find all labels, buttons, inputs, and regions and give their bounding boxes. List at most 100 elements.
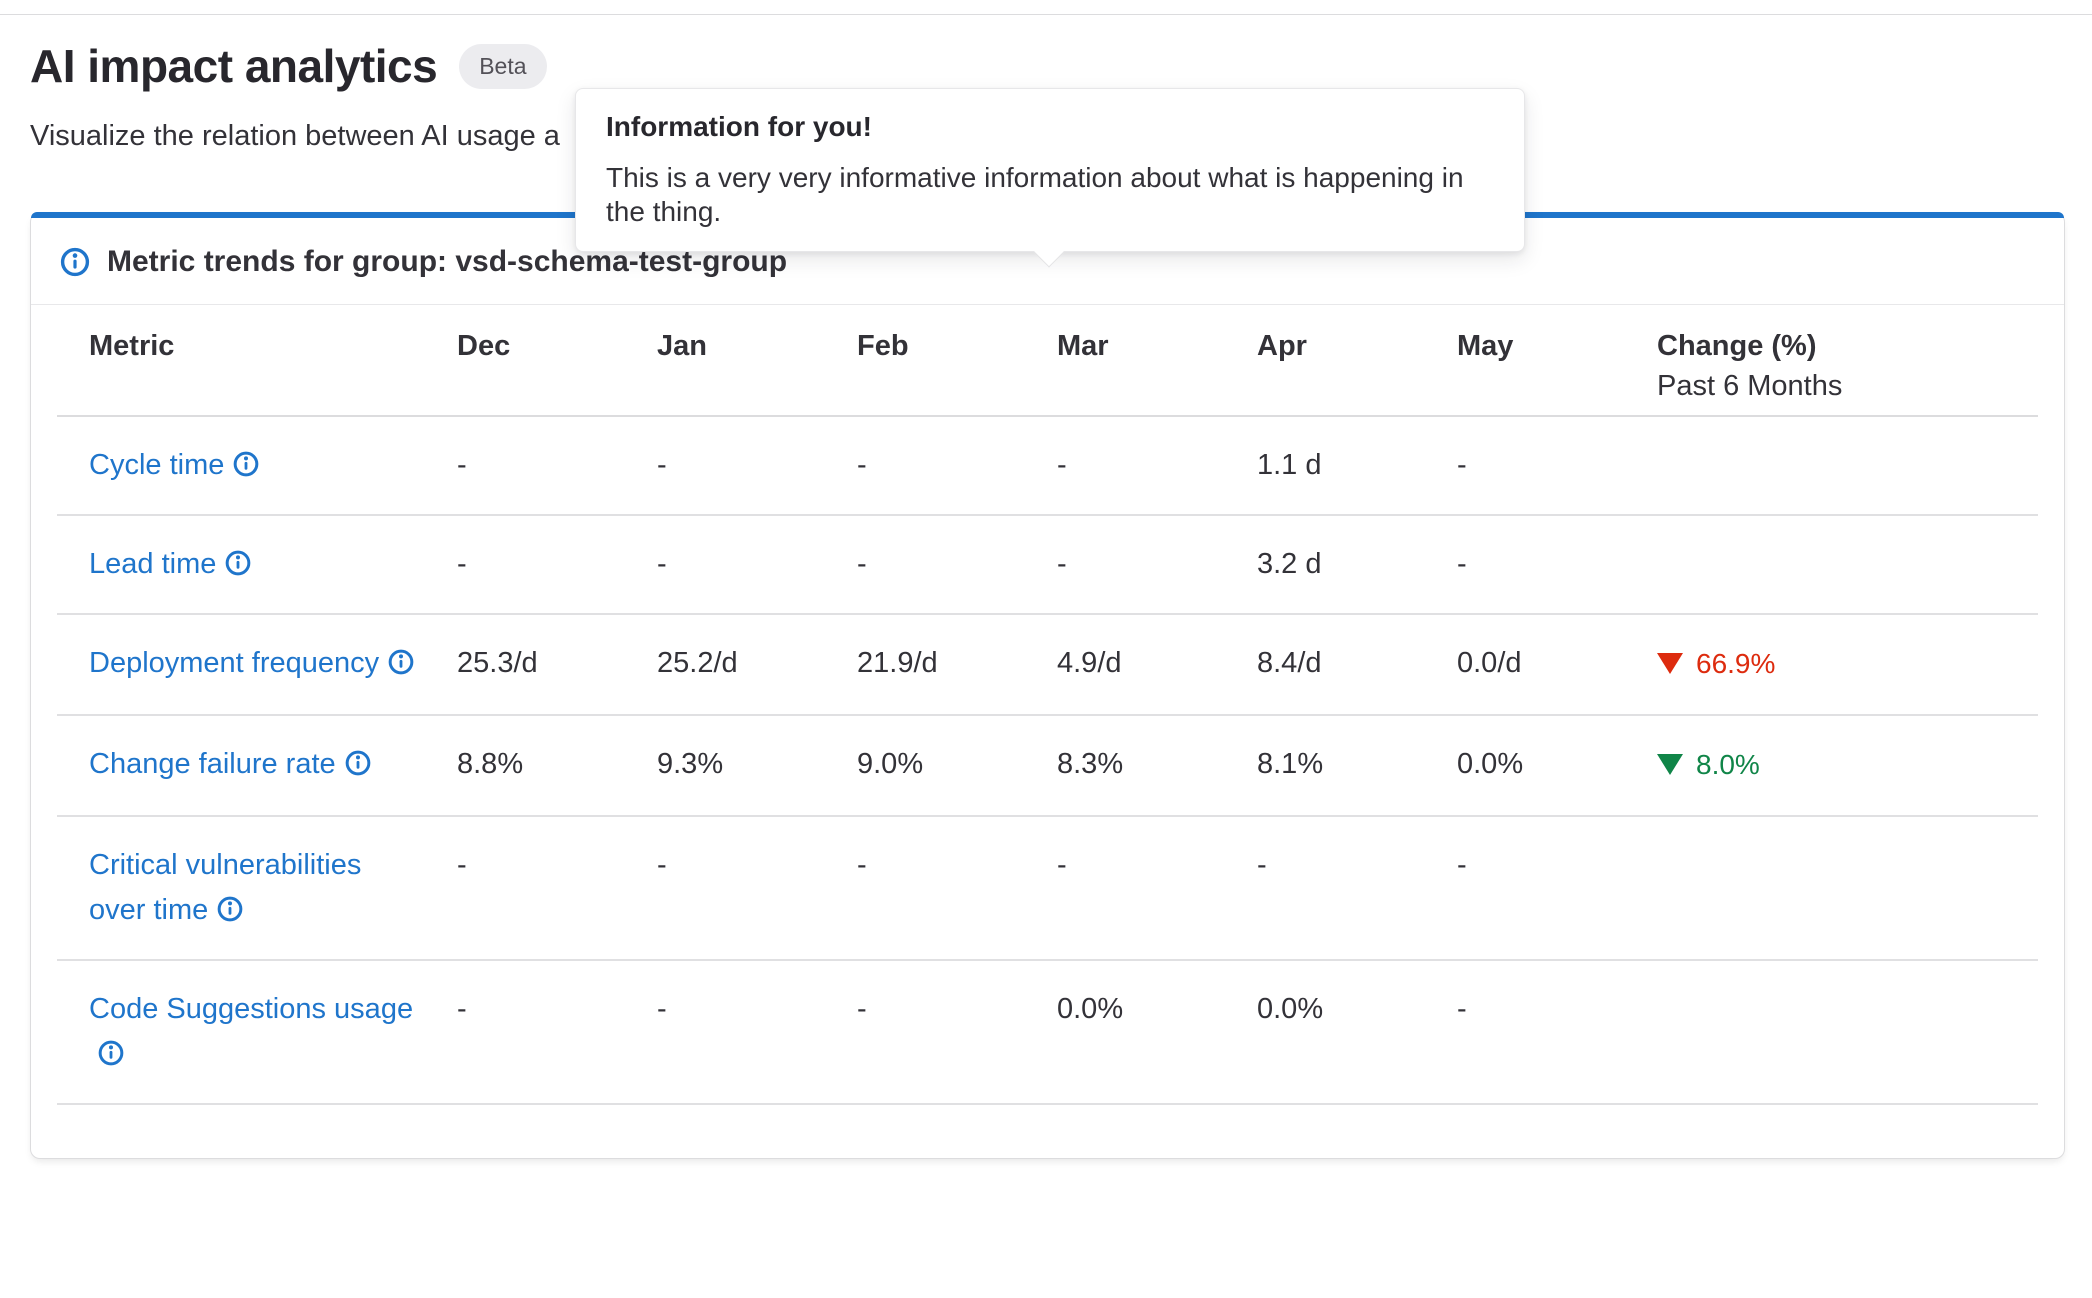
metric-trends-card: Metric trends for group: vsd-schema-test… <box>30 212 2065 1159</box>
metric-value-cell: 9.0% <box>857 748 924 780</box>
column-header-feb: Feb <box>857 330 909 362</box>
metric-value-cell: - <box>657 449 667 481</box>
metric-link-label: Change failure rate <box>89 748 336 780</box>
metric-cell: Lead time <box>57 515 457 614</box>
table-row: Critical vulnerabilities over time - - - - - - <box>57 816 2038 960</box>
column-header-metric: Metric <box>89 330 175 362</box>
table-header-row: Metric Dec Jan Feb Mar Apr May Change (%) Past 6… <box>57 305 2038 416</box>
metric-value-cell: 9.3% <box>657 748 724 780</box>
title-row: AI impact analytics Beta <box>30 36 2065 96</box>
metric-cell: Critical vulnerabilities over time <box>57 816 457 960</box>
column-header-apr: Apr <box>1257 330 1307 362</box>
metric-link[interactable]: Cycle time <box>89 449 260 481</box>
metric-value-cell: - <box>657 993 667 1025</box>
information-icon[interactable] <box>59 246 91 278</box>
table-row: Lead time - - - - 3.2 d - <box>57 515 2038 614</box>
metric-value-cell: - <box>1457 449 1467 481</box>
information-popover: Information for you! This is a very very… <box>575 88 1525 268</box>
change-column-label: Change (%) <box>1657 330 1817 362</box>
trend-indicator: 8.0% <box>1657 742 1760 787</box>
metric-value-cell: 8.4/d <box>1257 647 1322 679</box>
table-row: Deployment frequency 25.3/d 25.2/d 21.9/d 4.… <box>57 614 2038 715</box>
metric-link-label: Critical vulnerabilities over time <box>89 849 362 926</box>
change-cell: 66.9% <box>1657 614 2038 715</box>
metric-value-cell: - <box>857 449 867 481</box>
metric-value-cell: 25.2/d <box>657 647 738 679</box>
metric-link-label: Lead time <box>89 548 217 580</box>
metric-value-cell: 4.9/d <box>1057 647 1122 679</box>
information-icon[interactable] <box>97 1039 125 1067</box>
metric-link[interactable]: Deployment frequency <box>89 647 415 679</box>
card-bottom-space <box>31 1105 2064 1158</box>
change-cell <box>1657 515 2038 614</box>
metric-value-cell: - <box>457 849 467 881</box>
column-header-dec: Dec <box>457 330 511 362</box>
metric-value-cell: 8.3% <box>1057 748 1124 780</box>
metric-value-cell: - <box>457 548 467 580</box>
beta-badge: Beta <box>459 43 547 89</box>
metric-link[interactable]: Critical vulnerabilities over time <box>89 849 361 926</box>
information-icon[interactable] <box>216 895 244 923</box>
metrics-table-body: Cycle time - - - - 1.1 d - Lead time - - - - 3.2 d - D… <box>57 416 2038 1104</box>
popover-title: Information for you! <box>606 111 872 142</box>
table-row: Change failure rate 8.8% 9.3% 9.0% 8.3% 8.1% 0… <box>57 715 2038 816</box>
trend-indicator: 66.9% <box>1657 641 1775 686</box>
metric-value-cell: 25.3/d <box>457 647 538 679</box>
metric-cell: Change failure rate <box>57 715 457 816</box>
change-cell <box>1657 416 2038 515</box>
metric-value-cell: 0.0% <box>1057 993 1124 1025</box>
metric-value-cell: - <box>857 993 867 1025</box>
metric-link-label: Cycle time <box>89 449 225 481</box>
metric-cell: Deployment frequency <box>57 614 457 715</box>
table-row: Cycle time - - - - 1.1 d - <box>57 416 2038 515</box>
metric-link-label: Code Suggestions usage <box>89 993 414 1025</box>
page-title: AI impact analytics <box>30 40 438 92</box>
metric-value-cell: 1.1 d <box>1257 449 1322 481</box>
metric-value-cell: - <box>457 993 467 1025</box>
metric-trends-table: Metric Dec Jan Feb Mar Apr May Change (%) Past 6… <box>57 305 2038 1105</box>
change-cell: 8.0% <box>1657 715 2038 816</box>
metric-value-cell: 21.9/d <box>857 647 938 679</box>
metric-value-cell: 8.8% <box>457 748 524 780</box>
metric-link[interactable]: Lead time <box>89 548 252 580</box>
triangle-down-icon <box>1657 754 1683 775</box>
metric-value-cell: - <box>1257 849 1267 881</box>
metric-value-cell: - <box>657 849 667 881</box>
metric-value-cell: - <box>1057 548 1067 580</box>
information-icon[interactable] <box>232 450 260 478</box>
metric-cell: Code Suggestions usage <box>57 960 457 1104</box>
metric-value-cell: 0.0/d <box>1457 647 1522 679</box>
metric-value-cell: - <box>657 548 667 580</box>
ai-impact-analytics-page: AI impact analytics Beta Visualize the r… <box>30 36 2065 1159</box>
metric-link[interactable]: Change failure rate <box>89 748 372 780</box>
page-subtitle: Visualize the relation between AI usage … <box>30 120 560 152</box>
trend-value: 66.9% <box>1696 648 1776 679</box>
triangle-down-icon <box>1657 653 1683 674</box>
metric-cell: Cycle time <box>57 416 457 515</box>
metric-value-cell: - <box>457 449 467 481</box>
metric-value-cell: - <box>857 849 867 881</box>
trend-value: 8.0% <box>1696 749 1760 780</box>
table-row: Code Suggestions usage - - - 0.0% 0.0% - <box>57 960 2038 1104</box>
metric-link[interactable]: Code Suggestions usage <box>89 993 413 1070</box>
metric-value-cell: - <box>1057 449 1067 481</box>
metric-value-cell: - <box>1457 548 1467 580</box>
metric-value-cell: - <box>1057 849 1067 881</box>
metric-value-cell: - <box>857 548 867 580</box>
metric-value-cell: 0.0% <box>1257 993 1324 1025</box>
information-icon[interactable] <box>344 749 372 777</box>
information-icon[interactable] <box>387 648 415 676</box>
column-header-jan: Jan <box>657 330 707 362</box>
metric-value-cell: 3.2 d <box>1257 548 1322 580</box>
information-icon[interactable] <box>224 549 252 577</box>
page-top-divider <box>0 14 2092 15</box>
change-cell <box>1657 816 2038 960</box>
metric-value-cell: - <box>1457 849 1467 881</box>
column-header-may: May <box>1457 330 1514 362</box>
change-column-sublabel: Past 6 Months <box>1657 370 1843 402</box>
metric-value-cell: - <box>1457 993 1467 1025</box>
metric-value-cell: 0.0% <box>1457 748 1524 780</box>
metric-link-label: Deployment frequency <box>89 647 380 679</box>
change-cell <box>1657 960 2038 1104</box>
column-header-mar: Mar <box>1057 330 1109 362</box>
